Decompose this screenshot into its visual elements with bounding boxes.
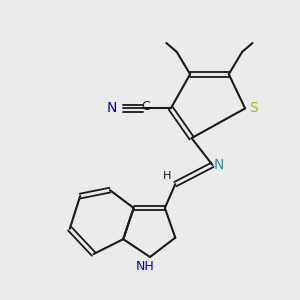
Text: S: S	[249, 101, 258, 116]
Text: C: C	[141, 100, 150, 112]
Text: H: H	[163, 171, 171, 181]
Text: N: N	[214, 158, 224, 172]
Text: N: N	[106, 101, 117, 116]
Text: NH: NH	[136, 260, 155, 273]
